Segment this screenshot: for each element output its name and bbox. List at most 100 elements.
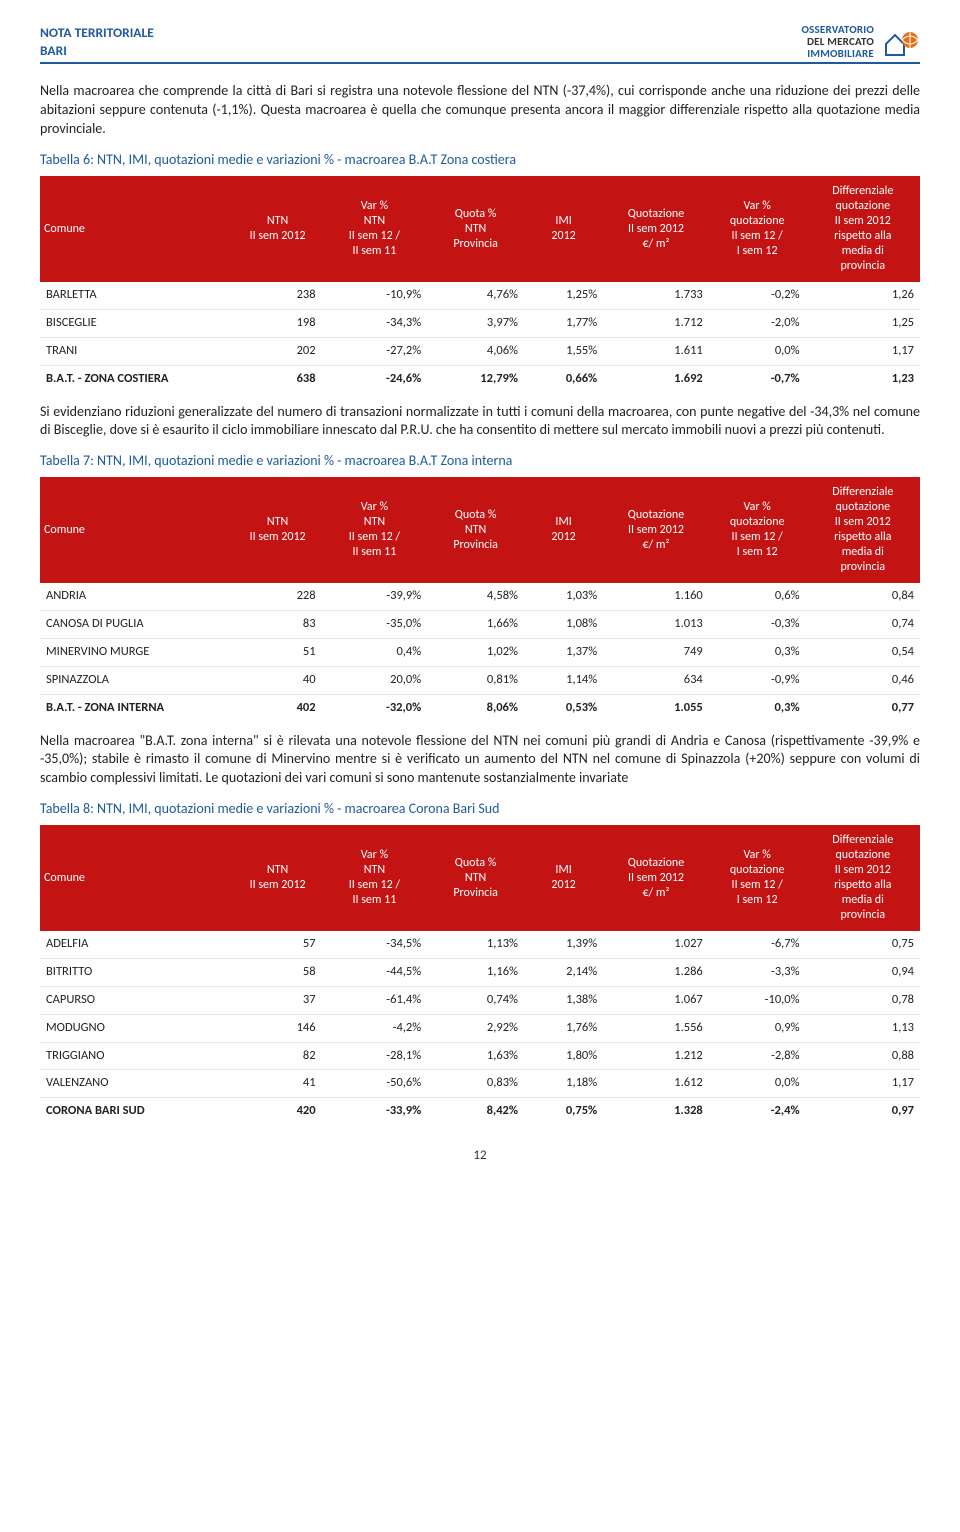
table6: Comune NTN II sem 2012 Var % NTN II sem … xyxy=(40,176,920,393)
logo-txt-1a: OSSERVATORIO xyxy=(801,23,874,36)
cell-ntn: 228 xyxy=(234,583,322,610)
table-row: BISCEGLIE198-34,3%3,97%1,77%1.712-2,0%1,… xyxy=(40,309,920,337)
cell-imi: 1,76% xyxy=(524,1014,603,1042)
cell-var-quot: 0,6% xyxy=(709,583,806,610)
cell-diff: 0,75 xyxy=(806,931,920,958)
th-var-ntn: Var % NTN II sem 12 / II sem 11 xyxy=(322,176,428,282)
cell-var-quot: 0,3% xyxy=(709,694,806,721)
cell-ntn: 58 xyxy=(234,958,322,986)
table7: Comune NTN II sem 2012 Var % NTN II sem … xyxy=(40,477,920,721)
intro-paragraph-3: Nella macroarea "B.A.T. zona interna" si… xyxy=(40,732,920,789)
cell-var-ntn: -39,9% xyxy=(322,583,428,610)
table-row: MINERVINO MURGE510,4%1,02%1,37%7490,3%0,… xyxy=(40,638,920,666)
table-row: B.A.T. - ZONA COSTIERA638-24,6%12,79%0,6… xyxy=(40,365,920,392)
page-number: 12 xyxy=(40,1147,920,1165)
th-comune-txt: Comune xyxy=(44,871,85,885)
cell-ntn: 57 xyxy=(234,931,322,958)
cell-diff: 0,74 xyxy=(806,611,920,639)
th-var-ntn: Var % NTN II sem 12 / II sem 11 xyxy=(322,825,428,931)
cell-imi: 1,39% xyxy=(524,931,603,958)
cell-quota: 1,16% xyxy=(427,958,524,986)
cell-diff: 1,25 xyxy=(806,309,920,337)
cell-ntn: 202 xyxy=(234,337,322,365)
cell-var-ntn: -61,4% xyxy=(322,986,428,1014)
cell-name: CANOSA DI PUGLIA xyxy=(40,611,234,639)
cell-quot: 1.212 xyxy=(603,1042,709,1070)
cell-imi: 1,14% xyxy=(524,666,603,694)
intro-paragraph-2: Si evidenziano riduzioni generalizzate d… xyxy=(40,403,920,441)
cell-imi: 1,55% xyxy=(524,337,603,365)
nota-territoriale-label: NOTA TERRITORIALE BARI xyxy=(40,24,154,60)
cell-ntn: 198 xyxy=(234,309,322,337)
cell-diff: 1,26 xyxy=(806,282,920,309)
cell-name: CORONA BARI SUD xyxy=(40,1098,234,1125)
th-quot: Quotazione II sem 2012 €/ m² xyxy=(603,825,709,931)
cell-quota: 12,79% xyxy=(427,365,524,392)
cell-quota: 4,06% xyxy=(427,337,524,365)
cell-quot: 749 xyxy=(603,638,709,666)
cell-var-quot: -0,2% xyxy=(709,282,806,309)
table-row: CANOSA DI PUGLIA83-35,0%1,66%1,08%1.013-… xyxy=(40,611,920,639)
cell-ntn: 51 xyxy=(234,638,322,666)
cell-quot: 1.733 xyxy=(603,282,709,309)
table-row: CAPURSO37-61,4%0,74%1,38%1.067-10,0%0,78 xyxy=(40,986,920,1014)
cell-var-quot: -2,8% xyxy=(709,1042,806,1070)
table7-head: Comune NTN II sem 2012 Var % NTN II sem … xyxy=(40,477,920,583)
cell-quot: 634 xyxy=(603,666,709,694)
th-var-quot: Var % quotazione II sem 12 / I sem 12 xyxy=(709,825,806,931)
cell-var-ntn: -32,0% xyxy=(322,694,428,721)
omi-logo-text: OSSERVATORIO DEL MERCATO IMMOBILIARE xyxy=(801,24,874,60)
cell-name: BITRITTO xyxy=(40,958,234,986)
cell-imi: 1,25% xyxy=(524,282,603,309)
th-comune: Comune xyxy=(40,477,234,583)
th-imi: IMI 2012 xyxy=(524,825,603,931)
table6-body: BARLETTA238-10,9%4,76%1,25%1.733-0,2%1,2… xyxy=(40,282,920,393)
cell-var-ntn: -28,1% xyxy=(322,1042,428,1070)
table-row: CORONA BARI SUD420-33,9%8,42%0,75%1.328-… xyxy=(40,1098,920,1125)
th-imi: IMI 2012 xyxy=(524,176,603,282)
cell-var-ntn: -34,5% xyxy=(322,931,428,958)
table8: Comune NTN II sem 2012 Var % NTN II sem … xyxy=(40,825,920,1125)
cell-var-quot: -2,4% xyxy=(709,1098,806,1125)
cell-imi: 0,53% xyxy=(524,694,603,721)
cell-diff: 0,88 xyxy=(806,1042,920,1070)
cell-diff: 0,46 xyxy=(806,666,920,694)
th-var-quot: Var % quotazione II sem 12 / I sem 12 xyxy=(709,176,806,282)
table-row: ANDRIA228-39,9%4,58%1,03%1.1600,6%0,84 xyxy=(40,583,920,610)
cell-imi: 1,38% xyxy=(524,986,603,1014)
cell-quota: 1,02% xyxy=(427,638,524,666)
cell-quot: 1.027 xyxy=(603,931,709,958)
cell-name: BISCEGLIE xyxy=(40,309,234,337)
table-row: VALENZANO41-50,6%0,83%1,18%1.6120,0%1,17 xyxy=(40,1070,920,1098)
th-ntn: NTN II sem 2012 xyxy=(234,825,322,931)
cell-diff: 0,78 xyxy=(806,986,920,1014)
header-line2: BARI xyxy=(40,42,154,60)
cell-quot: 1.067 xyxy=(603,986,709,1014)
cell-imi: 1,80% xyxy=(524,1042,603,1070)
table-row: BITRITTO58-44,5%1,16%2,14%1.286-3,3%0,94 xyxy=(40,958,920,986)
cell-quot: 1.160 xyxy=(603,583,709,610)
cell-quot: 1.013 xyxy=(603,611,709,639)
cell-quota: 4,58% xyxy=(427,583,524,610)
table-row: SPINAZZOLA4020,0%0,81%1,14%634-0,9%0,46 xyxy=(40,666,920,694)
cell-quota: 1,66% xyxy=(427,611,524,639)
house-globe-icon xyxy=(880,27,920,57)
cell-quota: 0,81% xyxy=(427,666,524,694)
cell-var-ntn: 20,0% xyxy=(322,666,428,694)
th-quota: Quota % NTN Provincia xyxy=(427,477,524,583)
table-row: TRANI202-27,2%4,06%1,55%1.6110,0%1,17 xyxy=(40,337,920,365)
cell-ntn: 420 xyxy=(234,1098,322,1125)
cell-quota: 1,13% xyxy=(427,931,524,958)
th-comune-txt: Comune xyxy=(44,523,85,537)
th-quot: Quotazione II sem 2012 €/ m² xyxy=(603,176,709,282)
cell-var-ntn: -35,0% xyxy=(322,611,428,639)
cell-diff: 1,17 xyxy=(806,337,920,365)
th-comune: Comune xyxy=(40,176,234,282)
cell-var-ntn: -34,3% xyxy=(322,309,428,337)
table8-body: ADELFIA57-34,5%1,13%1,39%1.027-6,7%0,75B… xyxy=(40,931,920,1125)
cell-name: ADELFIA xyxy=(40,931,234,958)
th-ntn: NTN II sem 2012 xyxy=(234,477,322,583)
logo-txt-2: IMMOBILIARE xyxy=(807,47,874,60)
header-line1: NOTA TERRITORIALE xyxy=(40,24,154,42)
cell-diff: 1,23 xyxy=(806,365,920,392)
